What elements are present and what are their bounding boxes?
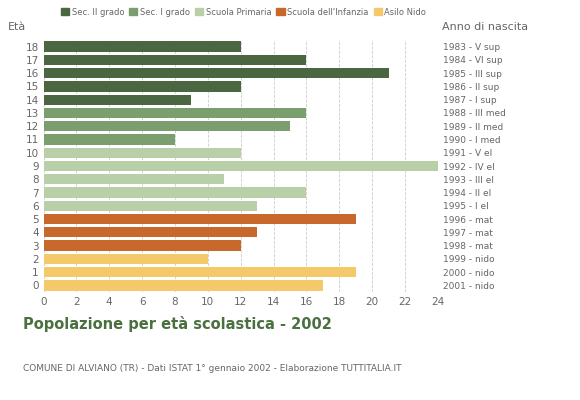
Bar	[44, 280, 323, 290]
Text: Anno di nascita: Anno di nascita	[442, 22, 528, 32]
Bar	[44, 161, 438, 171]
Bar	[44, 214, 356, 224]
Bar	[44, 174, 224, 184]
Bar	[44, 254, 208, 264]
Text: Popolazione per età scolastica - 2002: Popolazione per età scolastica - 2002	[23, 316, 332, 332]
Bar	[44, 81, 241, 92]
Bar	[44, 42, 241, 52]
Legend: Sec. II grado, Sec. I grado, Scuola Primaria, Scuola dell'Infanzia, Asilo Nido: Sec. II grado, Sec. I grado, Scuola Prim…	[57, 4, 430, 20]
Bar	[44, 108, 306, 118]
Bar	[44, 187, 306, 198]
Bar	[44, 267, 356, 277]
Bar	[44, 55, 306, 65]
Bar	[44, 94, 191, 105]
Text: COMUNE DI ALVIANO (TR) - Dati ISTAT 1° gennaio 2002 - Elaborazione TUTTITALIA.IT: COMUNE DI ALVIANO (TR) - Dati ISTAT 1° g…	[23, 364, 402, 373]
Text: Età: Età	[8, 22, 26, 32]
Bar	[44, 201, 257, 211]
Bar	[44, 240, 241, 251]
Bar	[44, 68, 389, 78]
Bar	[44, 134, 175, 145]
Bar	[44, 121, 290, 131]
Bar	[44, 227, 257, 238]
Bar	[44, 148, 241, 158]
